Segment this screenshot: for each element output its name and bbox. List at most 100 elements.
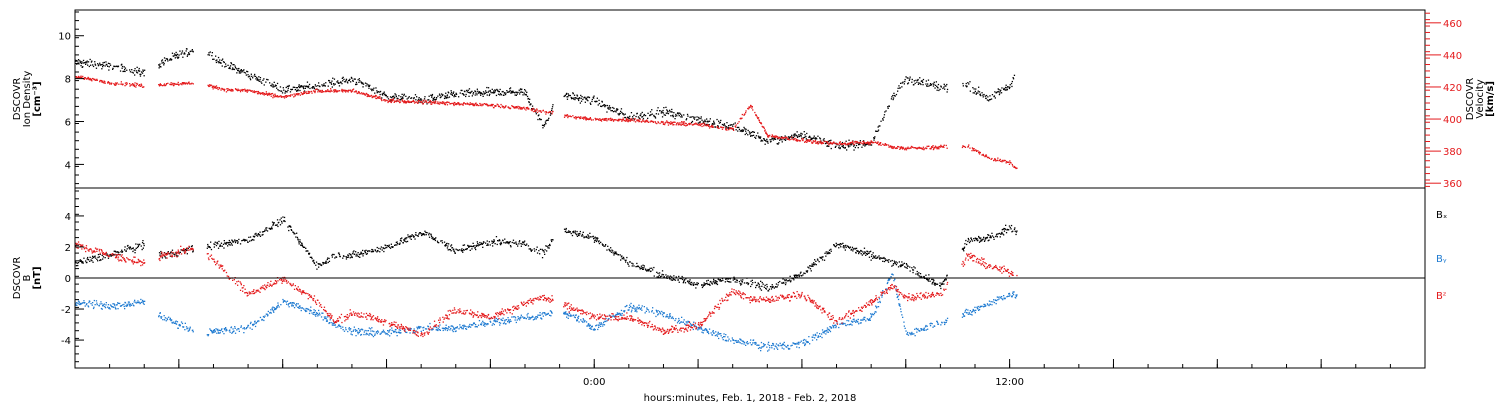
density-series-point	[389, 96, 392, 98]
density-series-point	[80, 65, 82, 67]
velocity-series-point	[922, 146, 925, 148]
by-series-point	[465, 328, 468, 330]
density-series-point	[657, 113, 660, 115]
velocity-series-point	[867, 142, 869, 144]
density-series-point	[620, 108, 623, 110]
bx-series-point	[588, 235, 590, 237]
bx-series-point	[746, 282, 748, 284]
velocity-series-point	[429, 100, 431, 102]
velocity-series-point	[817, 143, 819, 145]
density-series-point	[726, 122, 728, 124]
density-series-point	[989, 98, 991, 101]
density-series-point	[925, 80, 927, 82]
density-series-point	[623, 114, 625, 116]
density-series-point	[1011, 80, 1013, 83]
velocity-series-point	[661, 121, 663, 124]
by-series-point	[399, 331, 401, 334]
density-series-point	[582, 98, 584, 101]
velocity-series-point	[329, 91, 331, 93]
velocity-series-point	[272, 95, 274, 97]
bx-series-point	[968, 241, 971, 244]
velocity-series-point	[642, 120, 645, 122]
density-series-point	[131, 69, 133, 71]
density-series-point	[749, 133, 751, 135]
density-series-point	[435, 98, 437, 100]
velocity-series-point	[407, 100, 409, 102]
bx-series-point	[543, 251, 545, 253]
by-series-point	[360, 334, 362, 336]
density-series-point	[352, 80, 354, 82]
bx-series-point	[983, 240, 986, 242]
bx-series-point	[542, 250, 544, 252]
density-series-point	[544, 123, 546, 126]
bx-series-point	[784, 283, 787, 286]
density-series-point	[240, 69, 242, 72]
density-series-point	[184, 53, 186, 55]
by-series-point	[525, 318, 527, 320]
velocity-series-point	[634, 118, 636, 120]
density-series-point	[998, 89, 1000, 91]
velocity-series-point	[343, 90, 346, 92]
velocity-series-point	[990, 158, 992, 160]
by-series-point	[342, 329, 344, 331]
density-series-point	[317, 89, 319, 91]
bx-series-point	[661, 270, 664, 272]
density-series-point	[395, 94, 397, 96]
bx-series-point	[761, 285, 763, 287]
bx-series-point	[717, 278, 719, 280]
by-series-point	[175, 323, 178, 325]
velocity-series-point	[825, 141, 827, 143]
density-series-point	[82, 62, 84, 64]
velocity-series-point	[679, 124, 681, 126]
bx-series-point	[331, 256, 333, 258]
density-series-point	[893, 94, 895, 97]
bx-series-point	[569, 231, 571, 233]
velocity-series-point	[791, 136, 793, 138]
density-series-point	[174, 54, 176, 57]
density-series-point	[978, 91, 981, 93]
velocity-series-point	[975, 149, 977, 151]
velocity-series-point	[502, 106, 504, 108]
bx-series-point	[294, 233, 296, 235]
bx-series-point	[400, 240, 402, 242]
density-series-point	[315, 85, 317, 87]
density-series-point	[713, 120, 715, 122]
velocity-series-point	[811, 142, 813, 144]
bx-series-point	[301, 243, 303, 245]
bx-series-point	[697, 282, 699, 285]
bx-series-point	[980, 239, 982, 241]
velocity-series-point	[509, 107, 512, 109]
density-series-point	[322, 85, 324, 87]
by-series-point	[310, 306, 312, 308]
velocity-series-point	[452, 102, 454, 104]
density-series-point	[706, 118, 708, 120]
velocity-series-point	[486, 103, 488, 106]
velocity-series-point	[279, 95, 281, 97]
density-series-point	[369, 84, 371, 86]
density-series-point	[598, 102, 601, 105]
density-series-point	[136, 71, 138, 74]
density-series-point	[237, 68, 239, 70]
bx-series-point	[175, 252, 177, 254]
density-series-point	[520, 91, 522, 93]
bx-series-point	[377, 250, 379, 252]
density-series-point	[580, 100, 583, 102]
density-series-point	[530, 103, 532, 105]
velocity-series-point	[531, 108, 533, 111]
bx-series-point	[883, 260, 886, 263]
velocity-series-point	[182, 82, 184, 84]
by-series-point	[210, 329, 212, 331]
density-series-point	[692, 116, 694, 118]
velocity-series-point	[536, 109, 538, 111]
velocity-series-point	[741, 117, 743, 119]
velocity-series-point	[861, 142, 863, 145]
bx-series-point	[621, 255, 623, 257]
bx-series-point	[301, 242, 303, 244]
by-series-point	[524, 317, 526, 319]
velocity-series-point	[133, 84, 135, 86]
density-series-point	[747, 134, 749, 136]
bx-series-point	[394, 244, 397, 246]
velocity-series-point	[762, 126, 765, 128]
by-series-point	[422, 327, 424, 329]
density-series-point	[453, 96, 455, 98]
